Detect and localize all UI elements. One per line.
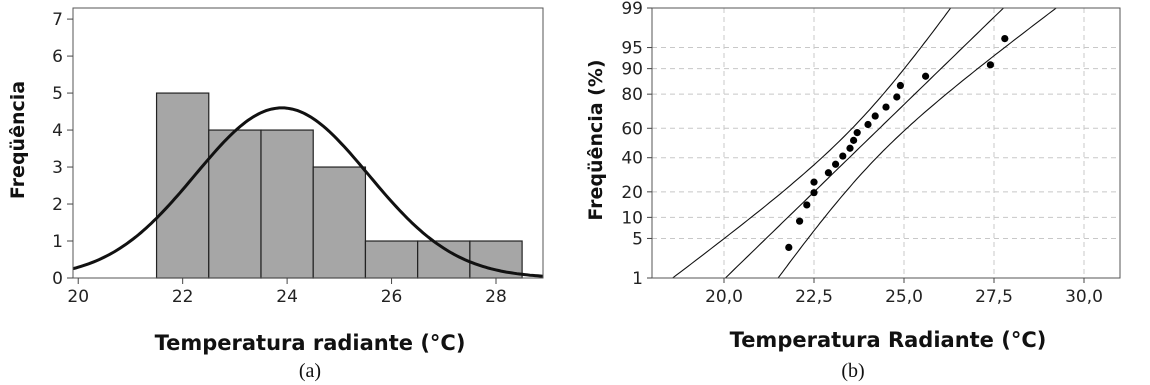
y-tick-label: 99 — [621, 0, 643, 19]
data-point — [839, 152, 847, 160]
data-point — [871, 112, 879, 120]
caption-a: (a) — [299, 360, 321, 382]
probability-plot-x-ticks: 20,0 22,5 25,0 27,5 30,0 — [705, 278, 1103, 307]
data-point — [803, 201, 811, 209]
data-point — [896, 81, 905, 90]
y-tick-label: 20 — [621, 183, 643, 203]
data-point — [922, 72, 930, 80]
x-tick-label: 26 — [381, 287, 403, 307]
y-tick-label: 5 — [52, 84, 63, 104]
y-tick-label: 80 — [621, 85, 643, 105]
data-point — [893, 93, 901, 101]
probability-plot-grid — [652, 7, 1120, 279]
data-point — [986, 61, 995, 69]
histogram-y-ticks: 0 1 2 3 4 5 6 7 — [52, 10, 73, 289]
probability-plot-frame — [651, 7, 1121, 279]
data-point — [796, 217, 804, 225]
y-tick-label: 10 — [621, 208, 643, 228]
histogram-x-axis-label: Temperatura radiante (°C) — [155, 331, 466, 355]
probability-plot-y-axis-label: Freqüência (%) — [585, 59, 607, 220]
data-point — [832, 160, 840, 168]
normal-fit-curve — [72, 106, 544, 278]
histogram-bar — [260, 129, 314, 279]
histogram-bar — [155, 92, 210, 279]
x-tick-label: 24 — [276, 287, 298, 307]
probability-plot-panel: 20,0 22,5 25,0 27,5 30,0 151020406080909599 … — [585, 0, 1121, 382]
data-point — [853, 129, 861, 137]
y-tick-label: 1 — [52, 232, 63, 252]
data-point — [864, 120, 872, 129]
x-tick-label: 30,0 — [1065, 287, 1103, 307]
data-point — [824, 169, 833, 177]
y-tick-label: 0 — [52, 269, 63, 289]
confidence-band-upper — [671, 8, 952, 278]
data-points — [785, 34, 1009, 252]
x-tick-label: 20,0 — [705, 287, 743, 307]
data-point — [810, 189, 818, 197]
histogram-bar — [208, 129, 262, 279]
x-tick-label: 27,5 — [975, 287, 1013, 307]
caption-b: (b) — [841, 360, 864, 382]
y-tick-label: 2 — [52, 195, 63, 215]
histogram-bar — [312, 166, 367, 279]
confidence-band-lower — [777, 8, 1058, 278]
histogram-panel: 20 22 24 26 28 0 1 2 3 4 5 6 7 Temperatura radiante… — [7, 7, 544, 382]
histogram-bars — [155, 92, 523, 279]
fit-line — [724, 8, 1005, 278]
x-tick-label: 20 — [67, 287, 89, 307]
histogram-bar — [364, 240, 419, 279]
histogram-y-axis-label: Freqüência — [7, 81, 29, 199]
histogram-x-ticks: 20 22 24 26 28 — [67, 278, 507, 307]
y-tick-label: 3 — [52, 158, 63, 178]
data-point — [850, 136, 858, 144]
y-tick-label: 40 — [621, 149, 643, 169]
y-tick-label: 4 — [52, 121, 63, 141]
x-tick-label: 28 — [485, 287, 507, 307]
y-tick-label: 60 — [621, 119, 643, 139]
data-point — [810, 178, 818, 186]
y-tick-label: 5 — [632, 229, 643, 249]
y-tick-label: 6 — [52, 47, 63, 67]
y-tick-label: 7 — [52, 10, 63, 30]
data-point — [1001, 34, 1009, 43]
data-point — [882, 103, 890, 111]
x-tick-label: 22,5 — [795, 287, 833, 307]
y-tick-label: 90 — [621, 60, 643, 80]
data-point — [846, 144, 854, 152]
data-point — [785, 243, 793, 252]
y-tick-label: 1 — [632, 269, 643, 289]
x-tick-label: 22 — [172, 287, 194, 307]
probability-plot-x-axis-label: Temperatura Radiante (°C) — [730, 328, 1047, 352]
histogram-plot-frame — [72, 7, 544, 279]
y-tick-label: 95 — [621, 39, 643, 59]
x-tick-label: 25,0 — [885, 287, 923, 307]
